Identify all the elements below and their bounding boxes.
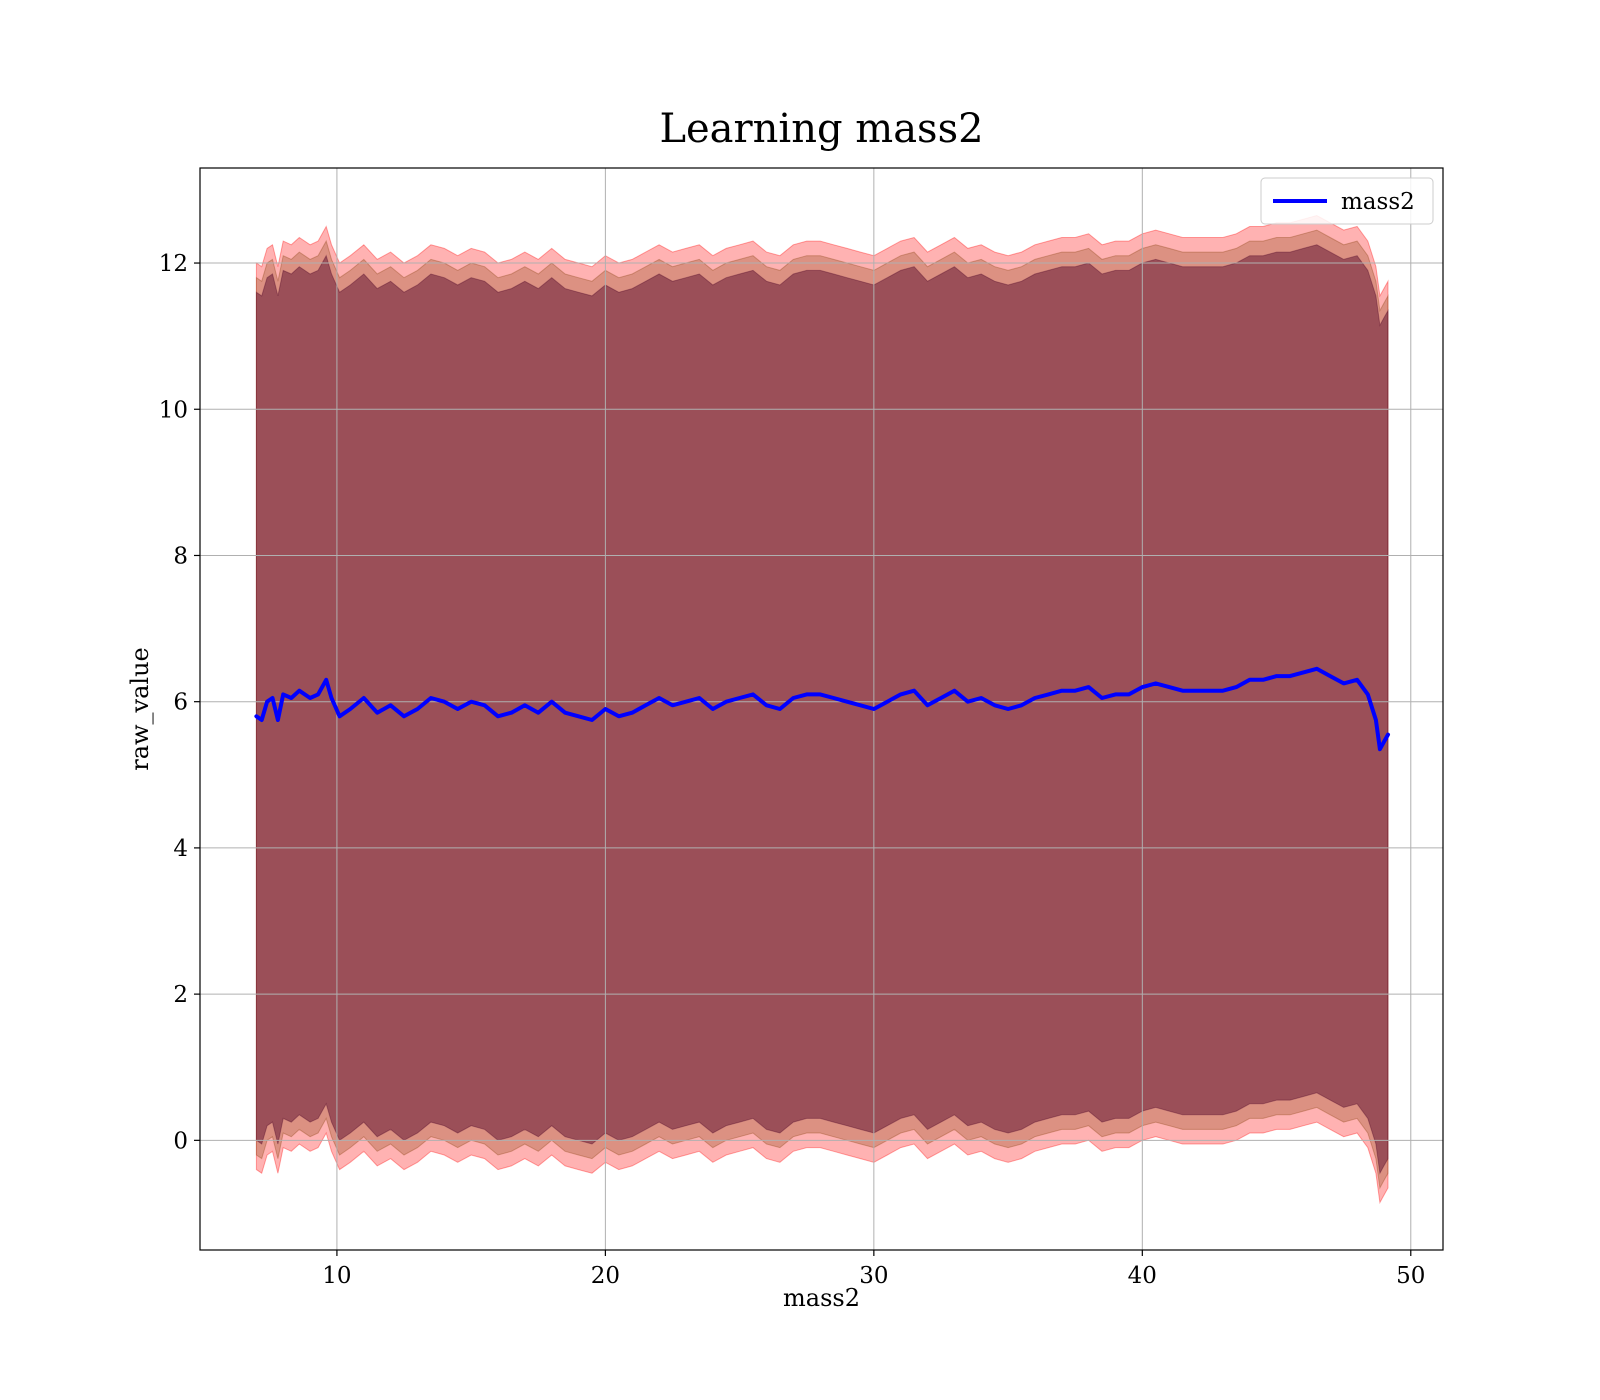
band-inner [255, 244, 1389, 1175]
y-tick-label: 0 [173, 1128, 188, 1154]
x-tick-label: 20 [591, 1263, 620, 1289]
x-tick-label: 10 [322, 1263, 351, 1289]
y-tick-label: 6 [173, 690, 188, 716]
y-axis-label: raw_value [126, 647, 154, 771]
x-tick-label: 50 [1396, 1263, 1425, 1289]
grid-lines [200, 168, 1443, 1250]
legend-box [1260, 177, 1434, 225]
x-axis-label: mass2 [783, 1284, 860, 1312]
y-tick-label: 4 [173, 836, 188, 862]
legend: mass2 [1260, 177, 1434, 225]
confidence-bands [255, 214, 1389, 1205]
y-tick-label: 10 [159, 397, 188, 423]
band-middle [255, 229, 1389, 1190]
y-tick-label: 8 [173, 543, 188, 569]
y-tick-label: 12 [159, 251, 188, 277]
legend-label: mass2 [1341, 189, 1415, 215]
axis-ticks: 10 20 30 40 50 0 2 4 6 8 10 12 [159, 251, 1426, 1289]
series-lines [254, 666, 1390, 752]
chart-title: Learning mass2 [659, 106, 983, 152]
plot-frame [199, 167, 1444, 1251]
y-tick-label: 2 [173, 982, 188, 1008]
x-tick-label: 40 [1128, 1263, 1157, 1289]
series-line-mass2 [254, 666, 1390, 752]
x-tick-label: 30 [859, 1263, 888, 1289]
